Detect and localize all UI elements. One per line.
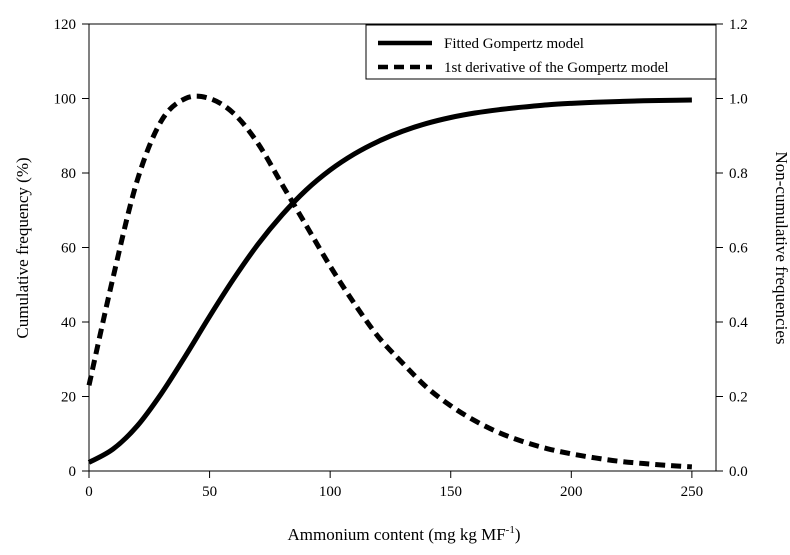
y-right-tick-label: 1.0 <box>729 92 748 108</box>
y-right-tick-label: 0.0 <box>729 464 748 480</box>
legend-box <box>365 24 717 80</box>
x-tick-label: 200 <box>560 484 583 500</box>
y-right-tick-label: 0.6 <box>729 241 748 257</box>
x-axis-title-superscript: -1 <box>506 524 515 536</box>
legend: Fitted Gompertz model 1st derivative of … <box>365 24 717 80</box>
x-tick-label: 100 <box>319 484 342 500</box>
y-axis-title-right: Non-cumulative frequencies <box>772 151 790 344</box>
y-left-tick-label: 120 <box>54 17 77 33</box>
legend-label-first-derivative: 1st derivative of the Gompertz model <box>444 60 669 76</box>
series-line-fitted-gompertz <box>87 97 692 465</box>
y-left-tick-label: 100 <box>54 92 77 108</box>
y-left-tick-label: 80 <box>61 166 76 182</box>
y-right-tick-label: 1.2 <box>729 17 748 33</box>
x-axis-title: Ammonium content (mg kg MF-1) <box>287 524 520 544</box>
y-left-tick-label: 60 <box>61 241 76 257</box>
y-right-tick-label: 0.4 <box>729 315 748 331</box>
y-left-tick-label: 0 <box>69 464 77 480</box>
x-tick-label: 150 <box>439 484 462 500</box>
plot-frame <box>88 23 717 472</box>
y-left-tick-label: 20 <box>61 390 76 406</box>
y-right-tick-label: 0.8 <box>729 166 748 182</box>
x-axis-title-suffix: ) <box>515 525 521 544</box>
x-tick-label: 0 <box>85 484 93 500</box>
y-right-tick-label: 0.2 <box>729 390 748 406</box>
x-tick-label: 250 <box>681 484 704 500</box>
y-axis-title-left: Cumulative frequency (%) <box>13 157 32 338</box>
x-tick-label: 50 <box>202 484 217 500</box>
x-axis-title-main: Ammonium content (mg kg MF <box>287 525 505 544</box>
legend-label-fitted-gompertz: Fitted Gompertz model <box>444 36 584 52</box>
y-left-tick-label: 40 <box>61 315 76 331</box>
series-line-first-derivative <box>86 93 693 470</box>
